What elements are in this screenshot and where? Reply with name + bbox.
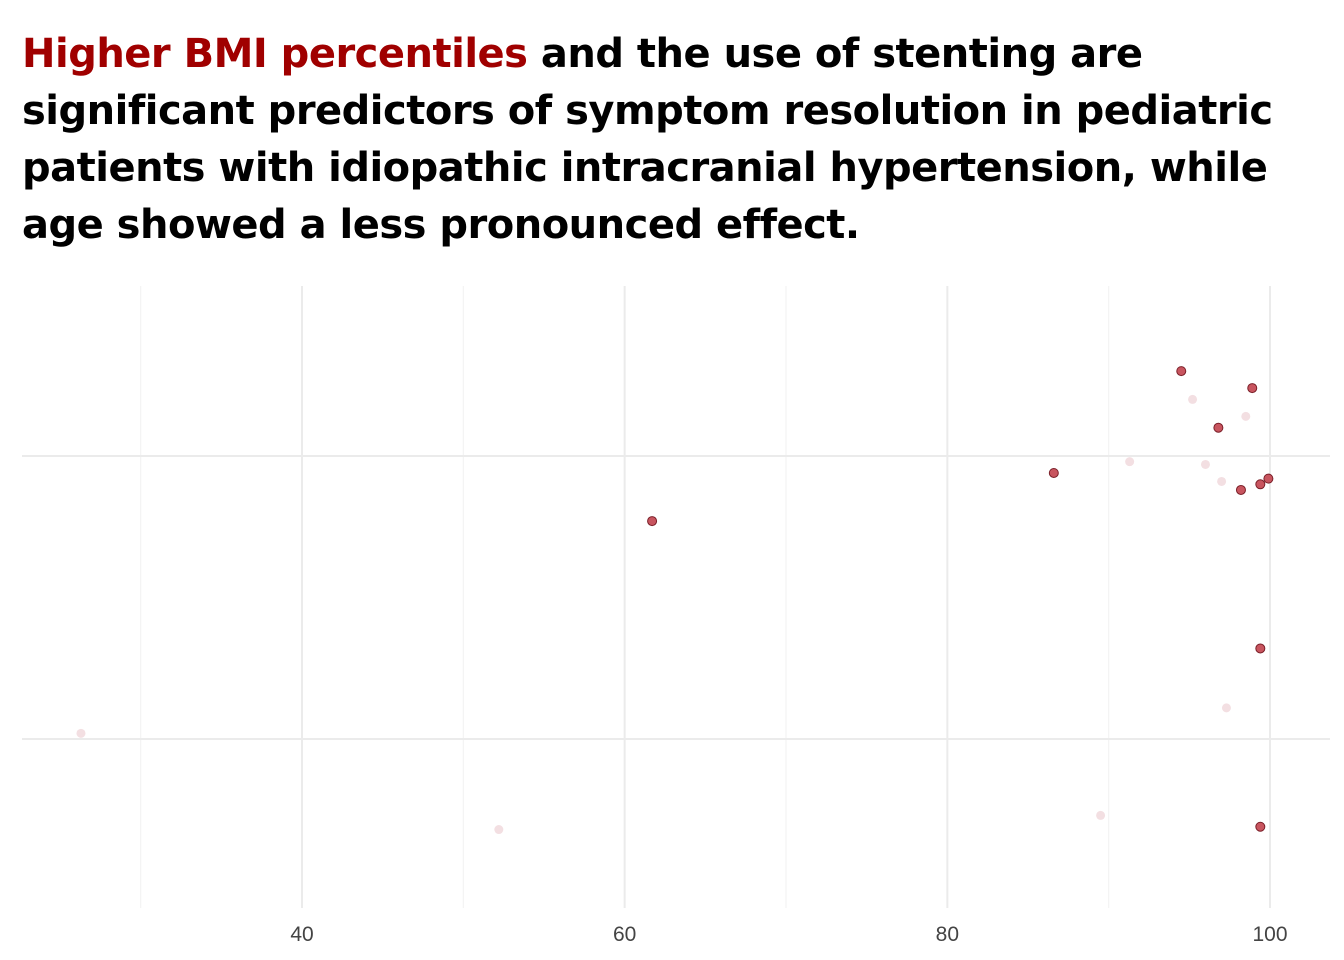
x-tick-labels: 40 60 80 100 xyxy=(290,923,1287,946)
data-point-faint xyxy=(1125,457,1135,467)
data-point-faint xyxy=(1241,411,1251,421)
data-point-faint xyxy=(1221,703,1231,713)
data-point xyxy=(1235,484,1246,495)
x-tick-label: 40 xyxy=(290,923,313,946)
data-point-faint xyxy=(76,728,86,738)
data-point xyxy=(647,516,658,527)
data-point xyxy=(1255,643,1266,654)
data-point-faint xyxy=(1217,476,1227,486)
title-rest: and the use of stenting are significant … xyxy=(22,31,1273,248)
data-point-faint xyxy=(494,825,504,835)
data-point xyxy=(1255,821,1266,832)
data-point xyxy=(1255,479,1266,490)
x-tick-label: 100 xyxy=(1252,923,1287,946)
title-highlight: Higher BMI percentiles xyxy=(22,31,528,77)
x-tick-label: 60 xyxy=(613,923,636,946)
x-tick-label: 80 xyxy=(936,923,959,946)
data-point xyxy=(1247,383,1258,394)
data-point xyxy=(1263,473,1274,484)
data-point xyxy=(1213,422,1224,433)
data-points xyxy=(76,366,1274,835)
grid-lines xyxy=(22,286,1330,908)
chart-title: Higher BMI percentiles and the use of st… xyxy=(22,26,1332,254)
data-point-faint xyxy=(1096,810,1106,820)
data-point xyxy=(1048,467,1059,478)
data-point-faint xyxy=(1200,459,1210,469)
data-point xyxy=(1176,366,1187,377)
data-point-faint xyxy=(1188,394,1198,404)
